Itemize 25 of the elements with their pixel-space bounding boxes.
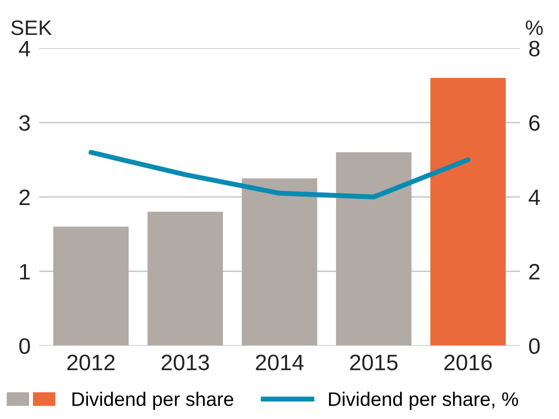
bar [336,152,412,346]
y2-tick-label: 6 [529,115,540,131]
bar [430,78,506,346]
x-tick-label: 2013 [162,354,209,370]
legend-label: Dividend per share, % [329,392,518,410]
y-axis-title: SEK [11,20,52,36]
y-tick-label: 3 [19,115,30,131]
y-tick-label: 2 [20,189,30,205]
y2-tick-label: 2 [529,264,540,280]
y-tick-label: 0 [19,338,30,354]
x-tick-label: 2014 [256,354,304,370]
y-tick-label: 4 [18,40,30,56]
y2-axis-title: % [526,20,543,36]
y-tick-label: 1 [20,264,30,280]
x-tick-label: 2015 [350,354,398,370]
y2-tick-label: 8 [529,40,540,56]
legend-label: Dividend per share [72,392,234,410]
bar [53,226,129,346]
x-tick-label: 2016 [444,354,492,370]
bar [242,178,318,346]
y2-tick-label: 4 [528,190,540,205]
bar [148,212,223,346]
y2-tick-label: 0 [529,338,540,354]
x-tick-label: 2012 [67,354,115,370]
line-series [88,150,470,200]
